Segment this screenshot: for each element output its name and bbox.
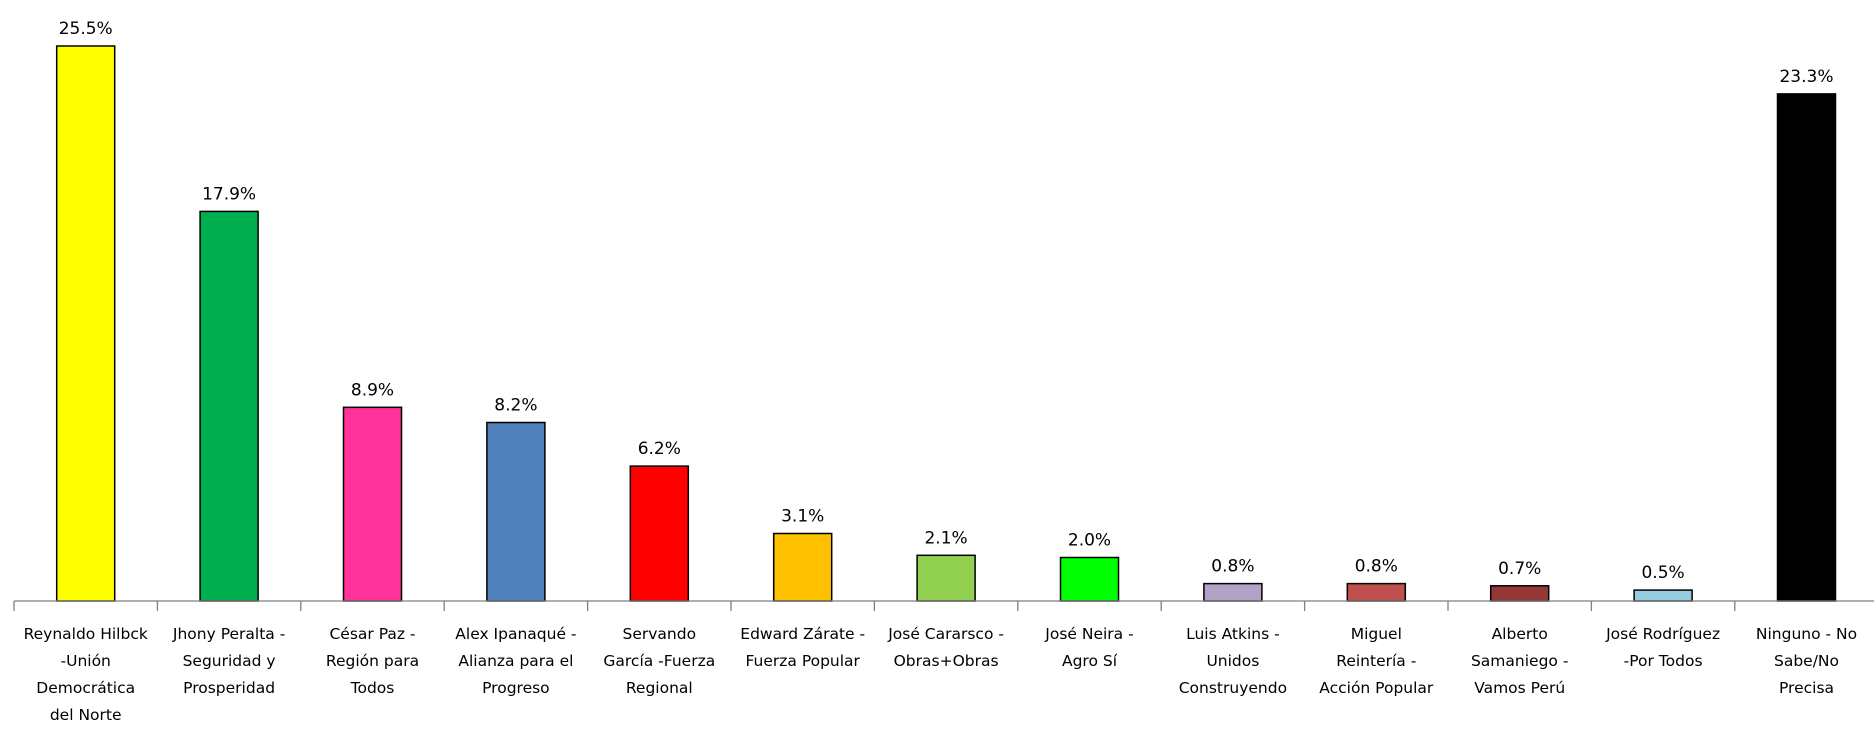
data-label: 0.7% <box>1498 559 1541 579</box>
bar <box>486 421 546 602</box>
x-tick-label-line: del Norte <box>50 706 122 724</box>
bar <box>1776 93 1837 602</box>
x-tick-label-line: Jhony Peralta - <box>172 625 285 643</box>
x-tick-label-line: Miguel <box>1351 625 1402 643</box>
data-label: 25.5% <box>59 19 113 39</box>
x-tick-label-line: Agro Sí <box>1062 652 1118 670</box>
x-tick-label: Edward Zárate - Fuerza Popular <box>740 625 865 670</box>
x-tick-label: Ninguno - No Sabe/No Precisa <box>1756 625 1857 697</box>
x-tick-label-line: Reintería - <box>1336 652 1416 670</box>
bar <box>342 406 403 602</box>
data-label: 0.8% <box>1211 557 1254 577</box>
data-label: 3.1% <box>781 507 824 527</box>
x-tick-label: César Paz - Región para Todos <box>326 625 419 697</box>
x-tick-label-line: Todos <box>350 679 395 697</box>
x-tick-label-line: Precisa <box>1779 679 1834 697</box>
x-tick-label: Alex Ipanaqué - Alianza para el Progreso <box>455 625 576 697</box>
bar <box>199 210 259 602</box>
value-labels-layer: 25.5% 17.9% 8.9% 8.2% 6.2% 3.1% 2.1% 2.0% 0.8% 0.… <box>59 19 1834 583</box>
bar <box>1059 556 1120 602</box>
x-tick-label-line: Alianza para el <box>458 652 573 670</box>
x-tick-label-line: Vamos Perú <box>1474 679 1565 697</box>
bar <box>1203 582 1263 602</box>
x-tick-label-line: César Paz - <box>329 625 415 643</box>
x-tick-label: José Neira - Agro Sí <box>1044 625 1133 670</box>
x-tick-label: Luis Atkins - Unidos Construyendo <box>1179 625 1287 697</box>
x-tick-label-line: Regional <box>626 679 693 697</box>
x-tick-label-line: Servando <box>623 625 697 643</box>
x-axis-tick-labels: Reynaldo Hilbck -Unión Democrática del Nort… <box>24 625 1858 724</box>
x-tick-label-line: -Por Todos <box>1624 652 1703 670</box>
data-label: 2.0% <box>1068 531 1111 551</box>
x-tick-label-line: Alberto <box>1492 625 1548 643</box>
x-tick-label-line: Obras+Obras <box>894 652 999 670</box>
x-tick-label-line: -Unión <box>61 652 111 670</box>
bar <box>916 554 976 602</box>
x-tick-label-line: Ninguno - No <box>1756 625 1857 643</box>
x-tick-label-line: Región para <box>326 652 419 670</box>
data-label: 0.8% <box>1355 557 1398 577</box>
x-tick-label-line: José Cararsco - <box>887 625 1004 643</box>
x-axis-ticks <box>13 601 1736 611</box>
data-label: 8.2% <box>494 396 537 416</box>
bars-layer <box>55 45 1837 602</box>
x-tick-label-line: Seguridad y <box>183 652 276 670</box>
bar <box>55 45 116 602</box>
data-label: 17.9% <box>202 184 256 204</box>
x-tick-label: Alberto Samaniego - Vamos Perú <box>1471 625 1568 697</box>
x-tick-label-line: Prosperidad <box>183 679 275 697</box>
x-tick-label: Miguel Reintería - Acción Popular <box>1319 625 1434 697</box>
bar <box>1489 585 1550 602</box>
x-tick-label: Servando García -Fuerza Regional <box>603 625 715 697</box>
x-tick-label-line: García -Fuerza <box>603 652 715 670</box>
data-label: 2.1% <box>924 528 967 548</box>
x-tick-label-line: José Neira - <box>1044 625 1133 643</box>
x-tick-label: Jhony Peralta - Seguridad y Prosperidad <box>172 625 285 697</box>
x-tick-label: José Cararsco - Obras+Obras <box>887 625 1004 670</box>
x-tick-label: José Rodríguez -Por Todos <box>1605 625 1720 670</box>
data-label: 0.5% <box>1641 563 1684 583</box>
x-tick-label-line: Luis Atkins - <box>1186 625 1280 643</box>
x-tick-label-line: Construyendo <box>1179 679 1287 697</box>
bar <box>629 465 690 602</box>
data-label: 8.9% <box>351 380 394 400</box>
data-label: 23.3% <box>1779 67 1833 87</box>
data-label: 6.2% <box>638 439 681 459</box>
x-tick-label-line: Fuerza Popular <box>745 652 860 670</box>
x-tick-label-line: Reynaldo Hilbck <box>24 625 148 643</box>
x-tick-label-line: Samaniego - <box>1471 652 1568 670</box>
x-tick-label: Reynaldo Hilbck -Unión Democrática del Nort… <box>24 625 148 724</box>
x-tick-label-line: Unidos <box>1206 652 1259 670</box>
bar <box>1633 589 1693 602</box>
x-tick-label-line: Democrática <box>36 679 135 697</box>
x-tick-label-line: Progreso <box>482 679 550 697</box>
bar <box>1346 582 1407 602</box>
x-tick-label-line: José Rodríguez <box>1605 625 1720 643</box>
x-tick-label-line: Edward Zárate - <box>740 625 865 643</box>
x-tick-label-line: Sabe/No <box>1774 652 1839 670</box>
x-tick-label-line: Alex Ipanaqué - <box>455 625 576 643</box>
bar <box>772 532 833 602</box>
x-tick-label-line: Acción Popular <box>1319 679 1434 697</box>
